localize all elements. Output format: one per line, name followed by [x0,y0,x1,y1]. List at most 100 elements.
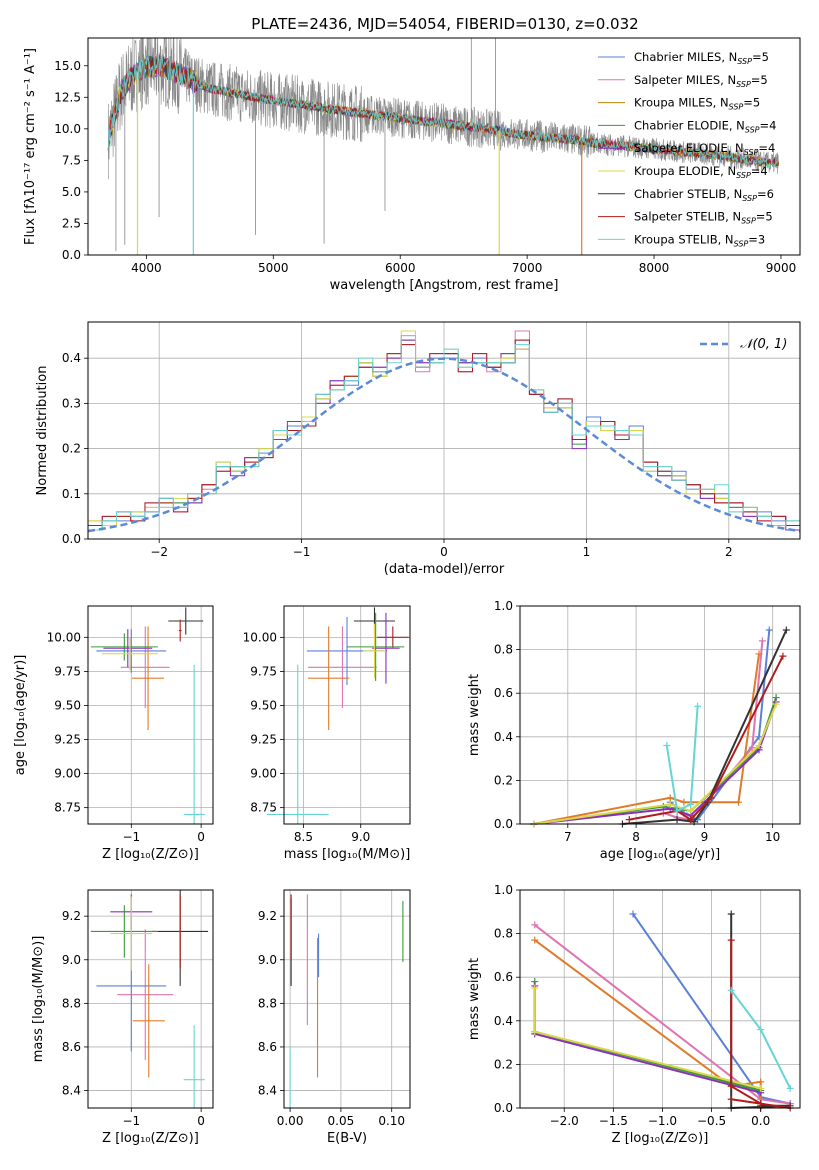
y-tick-label: 9.0 [62,953,81,967]
legend-label: Kroupa STELIB, NSSP=3 [634,232,765,248]
y-tick-label: 0.1 [62,487,81,501]
weight-marker [663,742,671,750]
x-axis-label: age [log₁₀(age/yr)] [600,847,721,862]
y-tick-label: 0.4 [494,1014,513,1028]
panel-mass_vs_Z: −1 0 8.4 8.6 8.8 9.0 9.2 Z [log₁₀(Z/Z⊙)] mass [l… [31,889,214,1146]
weight-marker [687,807,695,815]
axes-frame [519,889,801,1109]
legend-label: Chabrier ELODIE, NSSP=4 [634,118,776,134]
y-tick-label: 9.2 [62,909,81,923]
y-axis-label: mass weight [467,674,482,756]
weight-marker [687,816,695,824]
x-tick-label: 7000 [512,261,543,275]
weight-marker [755,650,763,658]
observed-spectrum [108,38,779,180]
legend-label: Salpeter MILES, NSSP=5 [634,73,768,89]
x-tick-label: −2 [150,545,168,559]
panel-age_vs_Z: −1 0 8.75 9.00 9.25 9.50 9.75 10.00 Z [log₁₀(Z/Z… [13,605,214,862]
legend-label: Kroupa ELODIE, NSSP=4 [634,164,768,180]
axes-frame [283,889,411,1109]
y-tick-label: 15.0 [54,59,81,73]
weight-marker [629,910,637,918]
x-tick-label: 8.5 [294,830,313,844]
y-tick-label: 9.25 [54,733,81,747]
weight-marker [666,800,674,808]
y-tick-label: 8.6 [258,1040,277,1054]
y-tick-label: 0.6 [494,686,513,700]
x-tick-label: −1 [122,830,140,844]
y-tick-label: 0.4 [494,730,513,744]
x-tick-label: −1 [122,1114,140,1128]
x-axis-label: wavelength [Angstrom, rest frame] [330,278,559,293]
x-tick-label: −2.0 [550,1114,579,1128]
x-tick-label: 10 [765,830,780,844]
legend-label: Kroupa MILES, NSSP=5 [634,96,760,112]
y-tick-label: 0.0 [494,1101,513,1115]
x-axis-label: Z [log₁₀(Z/Z⊙)] [102,1131,199,1146]
x-axis-label: mass [log₁₀(M/M⊙)] [284,847,411,862]
y-tick-label: 0.8 [494,643,513,657]
weight-marker [680,798,688,806]
y-tick-label: 9.0 [258,953,277,967]
x-axis-label: (data-model)/error [384,562,505,577]
weight-marker [666,794,674,802]
y-tick-label: 5.0 [62,185,81,199]
weight-marker [727,1095,735,1103]
weight-marker [625,816,633,824]
y-tick-label: 10.00 [47,630,81,644]
panel-age_vs_mass: 8.5 9.0 8.75 9.00 9.25 9.50 9.75 10.00 mass [log… [243,605,411,862]
normal-curve [87,357,801,533]
y-axis-label: age [log₁₀(age/yr)] [13,655,28,776]
y-tick-label: 2.5 [62,216,81,230]
y-tick-label: 9.50 [54,698,81,712]
y-tick-label: 9.00 [54,767,81,781]
weight-series [665,706,699,813]
histogram-series [88,335,800,531]
weight-marker [727,910,735,918]
weight-marker [748,744,756,752]
x-tick-label: 0.0 [751,1114,770,1128]
y-axis-label: mass [log₁₀(M/M⊙)] [31,936,46,1063]
axes-frame [87,37,801,256]
x-axis-label: Z [log₁₀(Z/Z⊙)] [612,1131,709,1146]
y-tick-label: 0.0 [62,532,81,546]
spectrum-plot [107,38,779,255]
axes-frame [519,605,801,825]
panel-residuals: −2 −1 0 1 2 0.0 0.1 0.2 0.3 0.4 (data-model)/error… [35,321,801,577]
weight-marker [755,742,763,750]
weight-marker [727,936,735,944]
y-tick-label: 8.8 [258,996,277,1010]
y-tick-label: 10.00 [243,630,277,644]
y-tick-label: 9.75 [54,664,81,678]
y-tick-label: 0.2 [62,442,81,456]
x-tick-label: 4000 [131,261,162,275]
y-tick-label: 8.75 [54,801,81,815]
x-tick-label: 9 [701,830,709,844]
chart-layer: 4000 5000 6000 7000 8000 90000.02.55.07.510.0… [13,37,801,1146]
weight-marker [673,807,681,815]
weight-marker [772,700,780,708]
weight-marker [531,1028,539,1036]
x-tick-label: 0 [440,545,448,559]
y-tick-label: 0.0 [62,248,81,262]
weight-marker [727,986,735,994]
axes-frame [87,605,214,825]
panel-spectrum: 4000 5000 6000 7000 8000 9000 0.0 2.5 5.0 7.5 10.0… [23,37,801,293]
axes-frame [87,889,214,1109]
y-tick-label: 8.8 [62,996,81,1010]
x-tick-label: 9000 [766,261,797,275]
y-tick-label: 8.75 [250,801,277,815]
x-tick-label: −1.0 [648,1114,677,1128]
weight-marker [531,936,539,944]
weight-marker [755,733,763,741]
model-spectrum [107,55,779,169]
weight-marker [782,626,790,634]
weight-marker [786,1084,794,1092]
y-tick-label: 9.00 [250,767,277,781]
y-tick-label: 7.5 [62,153,81,167]
weight-marker [735,798,743,806]
x-tick-label: 0.00 [277,1114,304,1128]
x-tick-label: 5000 [258,261,289,275]
weight-marker [758,637,766,645]
y-tick-label: 9.2 [258,909,277,923]
